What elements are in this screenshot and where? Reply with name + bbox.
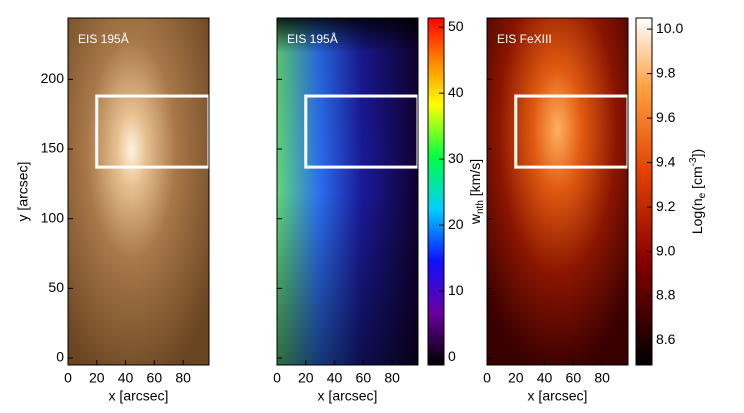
colorbar-tick-label: 9.8 xyxy=(656,64,676,80)
colorbar-tick-label: 10 xyxy=(448,282,464,298)
x-tick-label: 60 xyxy=(356,370,372,386)
x-tick-label: 60 xyxy=(147,370,163,386)
frame xyxy=(67,17,210,366)
x-axis-label: x [arcsec] xyxy=(109,388,169,404)
x-axis-label: x [arcsec] xyxy=(528,388,588,404)
x-tick-label: 20 xyxy=(298,370,314,386)
colorbar-label-part: ]) xyxy=(689,149,705,158)
colorbar-tick-label: 20 xyxy=(448,216,464,232)
x-tick-label: 60 xyxy=(566,370,582,386)
x-tick-label: 40 xyxy=(118,370,134,386)
image xyxy=(487,18,628,365)
x-tick-label: 0 xyxy=(483,370,491,386)
colorbar-label-part: w xyxy=(467,213,483,225)
colorbar-label: Log(ne [cm-3]) xyxy=(688,149,708,234)
colorbar-label: wnth [km/s] xyxy=(467,159,486,225)
x-tick-label: 40 xyxy=(537,370,553,386)
colorbar-tick-label: 9.2 xyxy=(656,198,676,214)
x-tick-label: 80 xyxy=(175,370,191,386)
colorbar-tick-label: 9.6 xyxy=(656,109,676,125)
x-tick-label: 0 xyxy=(64,370,72,386)
panel-title: EIS 195Å xyxy=(78,31,129,46)
colorbar xyxy=(635,17,653,366)
colorbar-label-part: [cm xyxy=(689,166,705,192)
colorbar-tick-label: 40 xyxy=(448,84,464,100)
y-tick-label: 150 xyxy=(41,140,65,156)
colorbar-label-part: nth xyxy=(475,200,486,214)
panel-title: EIS 195Å xyxy=(287,31,338,46)
x-tick-label: 80 xyxy=(384,370,400,386)
x-tick-label: 80 xyxy=(594,370,610,386)
colorbar-tick-label: 10.0 xyxy=(656,20,683,36)
panel-title: EIS FeXIII xyxy=(497,32,552,46)
colorbar xyxy=(427,17,445,366)
frame xyxy=(276,17,419,366)
x-axis-label: x [arcsec] xyxy=(318,388,378,404)
colorbar-tick-label: 30 xyxy=(448,150,464,166)
x-tick-label: 20 xyxy=(508,370,524,386)
y-tick-label: 50 xyxy=(48,279,64,295)
image-shade xyxy=(277,18,418,365)
colorbar-tick-label: 0 xyxy=(448,348,456,364)
y-tick-label: 0 xyxy=(56,349,64,365)
x-tick-label: 40 xyxy=(327,370,343,386)
colorbar-label-part: e xyxy=(697,192,708,198)
colorbar-label-part: Log(n xyxy=(689,198,705,234)
image xyxy=(68,18,209,365)
colorbar-tick-label: 9.4 xyxy=(656,153,676,169)
colorbar-tick-label: 9.0 xyxy=(656,242,676,258)
colorbar-tick-label: 8.6 xyxy=(656,331,676,347)
y-axis-label: y [arcsec] xyxy=(15,162,31,222)
colorbar-tick-label: 50 xyxy=(448,18,464,34)
colorbar-label-part: -3 xyxy=(688,157,699,166)
x-tick-label: 0 xyxy=(273,370,281,386)
colorbar-tick-label: 8.8 xyxy=(656,287,676,303)
colorbar-label-part: [km/s] xyxy=(467,159,483,200)
y-tick-label: 100 xyxy=(41,209,65,225)
y-tick-label: 200 xyxy=(41,70,65,86)
frame xyxy=(486,17,629,366)
x-tick-label: 20 xyxy=(89,370,105,386)
